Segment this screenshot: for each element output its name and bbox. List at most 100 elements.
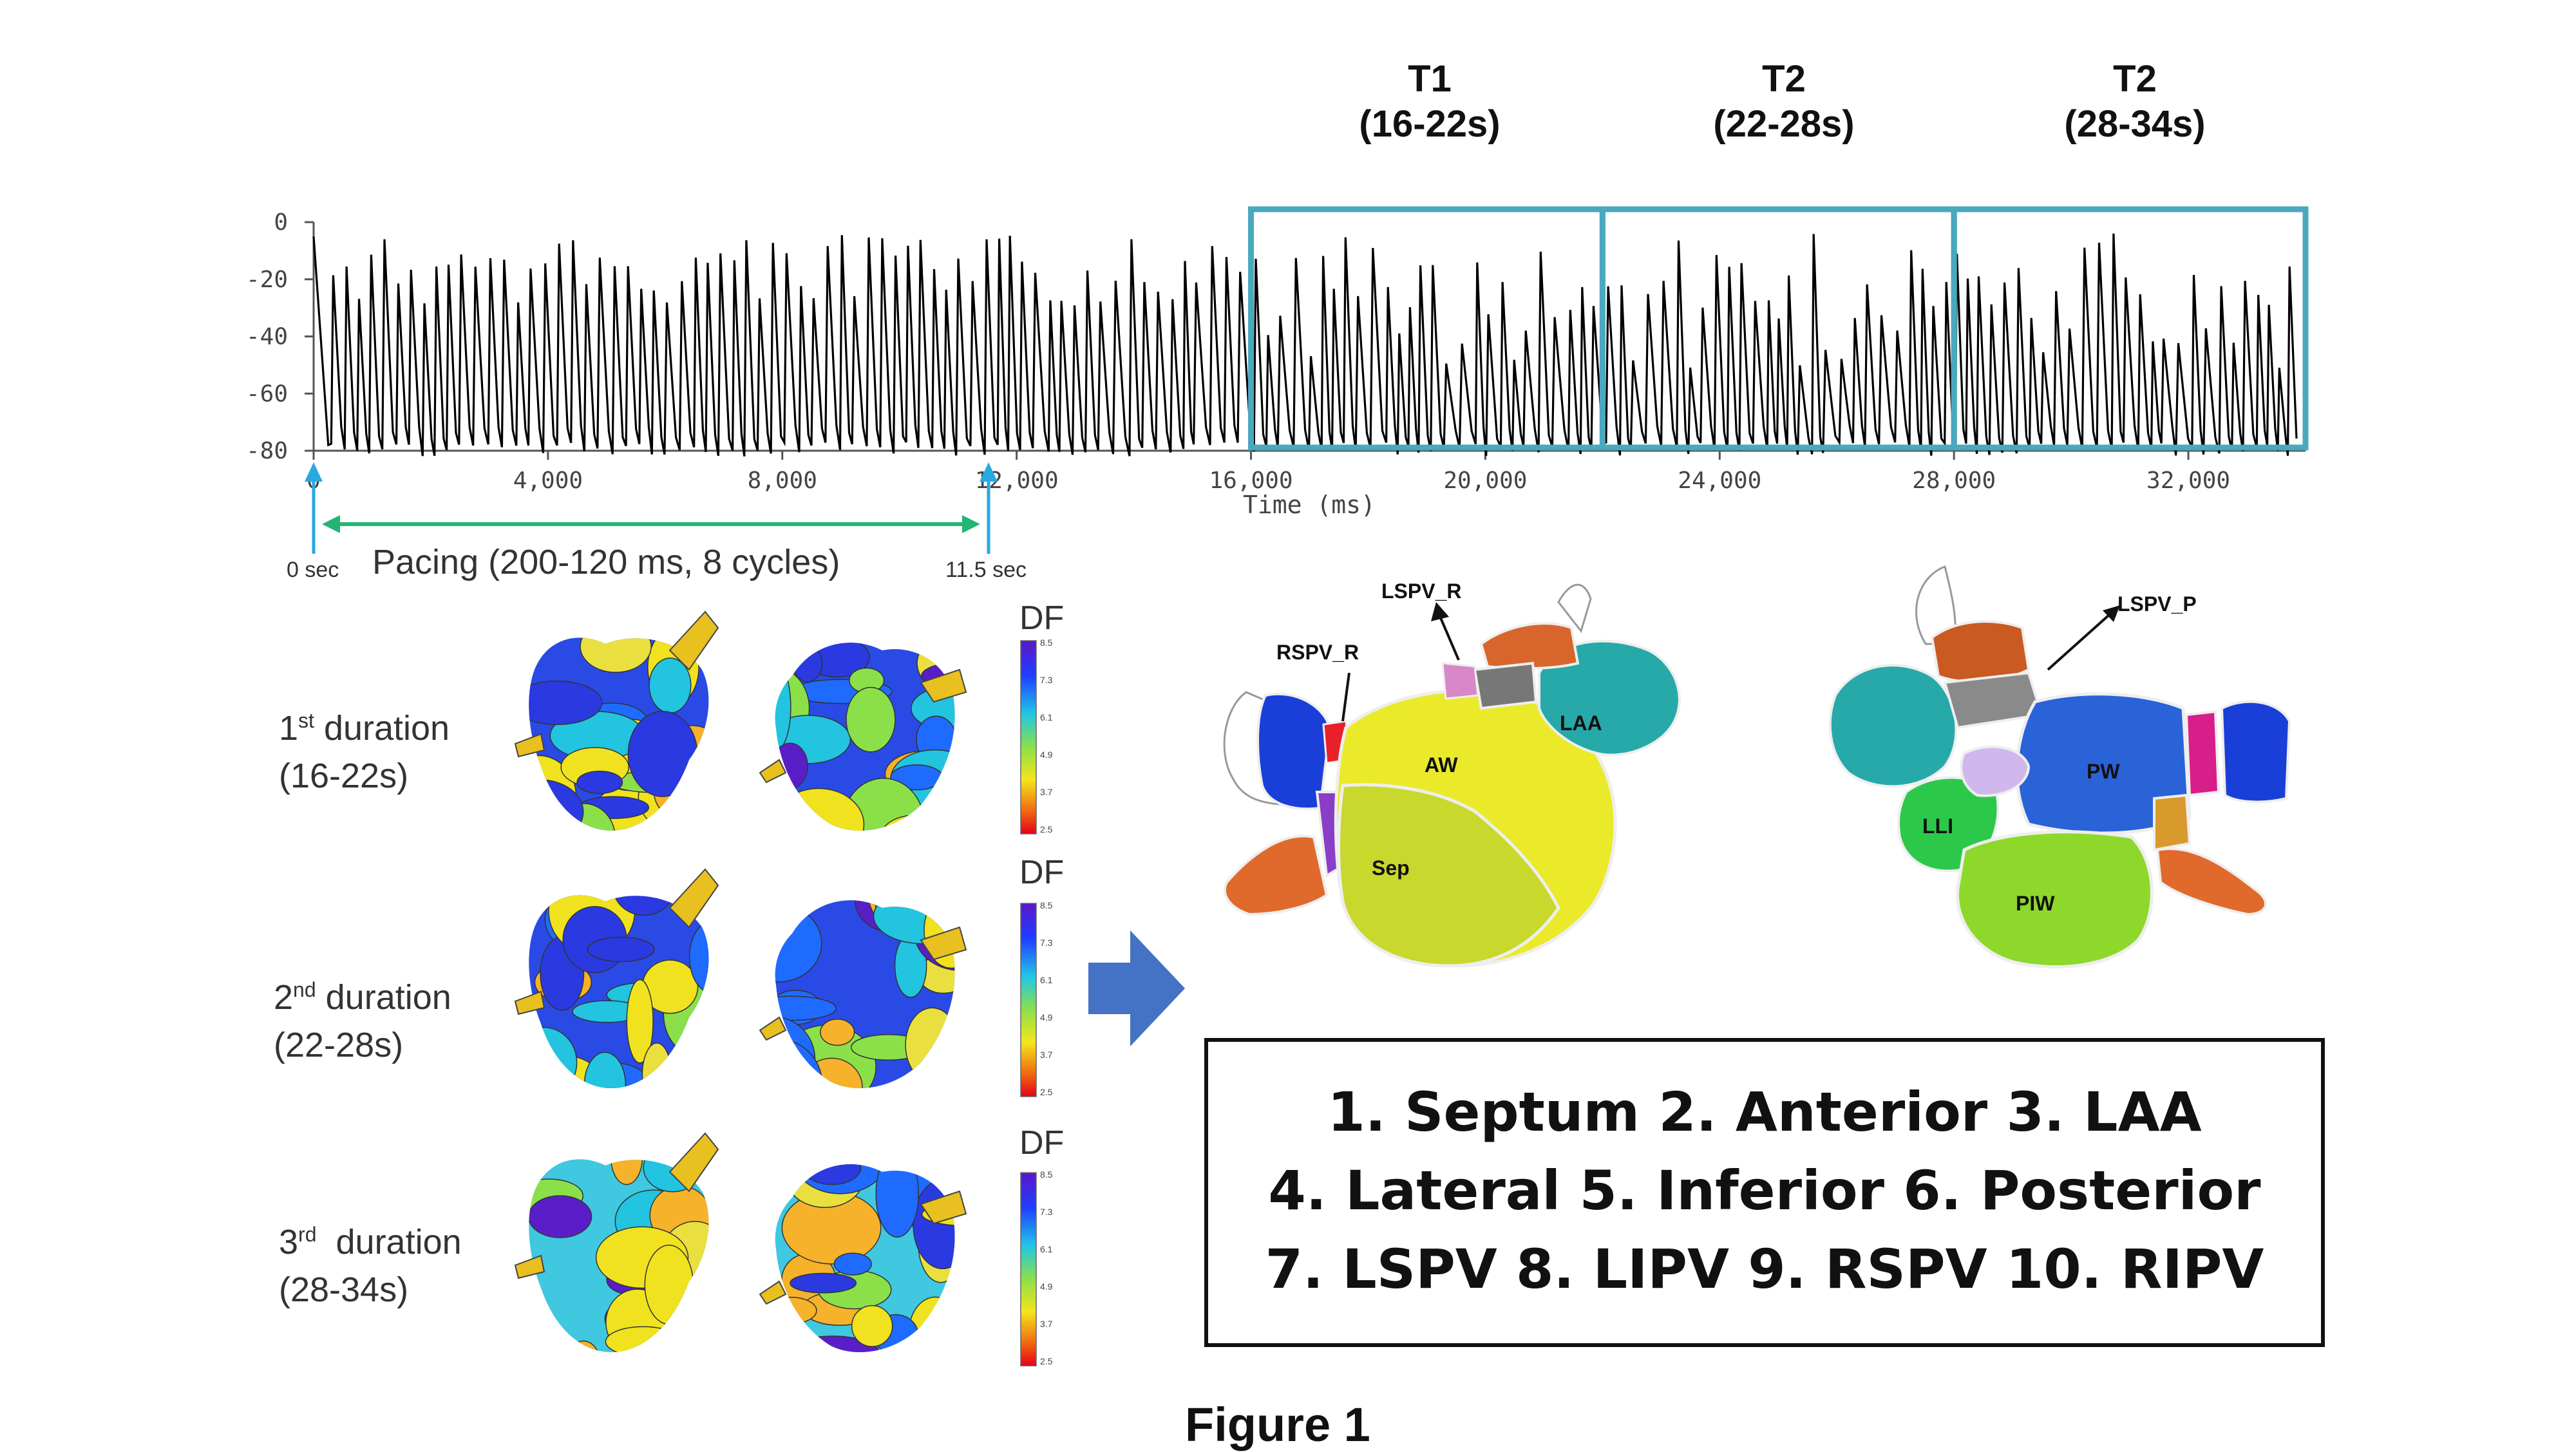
df-map-patch	[916, 784, 955, 831]
window-t2-title: T2 (22-28s)	[1713, 58, 1855, 145]
df-map-patch	[576, 770, 623, 795]
region-rspv-magenta	[2184, 710, 2221, 797]
df-map-patch	[529, 1026, 578, 1088]
df-heart-map	[759, 900, 967, 1088]
df-map-patch	[775, 995, 837, 1021]
y-tick-label: -60	[246, 381, 288, 407]
x-tick-label: 4,000	[513, 467, 583, 494]
df-map-patch	[908, 1296, 955, 1352]
region-rspv-blue-posterior	[2220, 700, 2291, 804]
y-tick-label: 0	[274, 209, 288, 236]
df-map-patch	[641, 1042, 672, 1088]
df-map-patch	[846, 686, 896, 753]
lspv-p-pointer	[2047, 614, 2110, 671]
df-map-patch	[792, 645, 823, 683]
df-colorbar-tick-label: 6.1	[1040, 1244, 1053, 1254]
x-tick-label: 28,000	[1912, 467, 1996, 494]
time-window-box	[1951, 206, 2309, 451]
df-heart-map	[759, 1164, 967, 1352]
df-map-vein	[759, 759, 787, 784]
df-map-patch	[780, 809, 820, 831]
df-heart-map	[514, 868, 770, 1111]
df-colorbar-tick-label: 2.5	[1040, 1356, 1053, 1366]
region-lspv-gray	[1473, 661, 1538, 710]
df-colorbar-tick-label: 3.7	[1040, 787, 1053, 797]
df-map-patch	[690, 1267, 709, 1311]
region-ripv-tan	[2153, 793, 2192, 852]
df-map-patch	[790, 1272, 857, 1294]
df-map-patch	[775, 787, 865, 831]
y-tick-label: -80	[246, 438, 288, 464]
region-lipv-lavender	[1960, 745, 2031, 797]
df-map-patch	[626, 979, 654, 1064]
df-colorbar-tick-label: 3.7	[1040, 1050, 1053, 1060]
label-lspv-r: LSPV_R	[1381, 580, 1462, 603]
df-map-patch	[587, 936, 655, 963]
df-colorbar	[1020, 1172, 1037, 1366]
df-map-vein	[920, 926, 967, 961]
pacing-label: Pacing (200-120 ms, 8 cycles)	[372, 543, 840, 581]
y-tick-label: -40	[246, 324, 288, 350]
df-map-vein	[668, 1132, 719, 1193]
pacing-arrowhead-right	[962, 515, 980, 533]
df-colorbar-tick-label: 8.5	[1040, 900, 1053, 910]
df-map-patch	[610, 1159, 643, 1185]
df-heart-map	[514, 610, 719, 831]
df-map-patch	[775, 663, 791, 751]
region-lipv-pink	[1441, 662, 1479, 700]
label-piw: PIW	[2016, 892, 2055, 915]
df-map-patch	[529, 1195, 592, 1238]
df-row-1-label: 1st duration (16-22s)	[279, 709, 450, 795]
df-map-patch	[775, 1164, 819, 1191]
df-map-vein	[920, 1190, 967, 1225]
df-map-patch	[775, 900, 804, 920]
df-map-patch	[802, 1164, 862, 1185]
colorbar-2-title: DF	[1019, 854, 1065, 891]
df-colorbar-tick-label: 6.1	[1040, 975, 1053, 985]
y-ticks: 0 -20 -40 -60 -80	[246, 209, 314, 464]
label-rspv-r: RSPV_R	[1276, 641, 1359, 664]
df-map-patch	[820, 1019, 855, 1046]
label-lspv-p: LSPV_P	[2117, 592, 2197, 616]
label-aw: AW	[1425, 753, 1458, 777]
action-potential-trace	[312, 233, 2298, 457]
region-laa-teal-posterior	[1828, 664, 1958, 788]
df-map-patch	[644, 1245, 694, 1325]
label-lli: LLI	[1922, 815, 1953, 838]
df-colorbar-tick-label: 8.5	[1040, 637, 1053, 648]
df-map-patch	[566, 1340, 601, 1352]
df-map-patch	[670, 1088, 770, 1111]
df-map-patch	[851, 1305, 893, 1347]
big-right-arrow	[1088, 930, 1185, 1046]
pacing-annotation	[305, 462, 998, 554]
df-colorbar-tick-label: 7.3	[1040, 675, 1053, 685]
region-piw-green	[1956, 830, 2154, 969]
df-colorbar-tick-label: 2.5	[1040, 1087, 1053, 1097]
df-map-patch	[800, 1057, 863, 1088]
region-rspv-blue	[1256, 692, 1332, 811]
df-map-vein	[514, 1254, 545, 1279]
df-map-vein	[514, 990, 545, 1015]
df-map-vein	[759, 1280, 787, 1305]
label-laa: LAA	[1560, 712, 1602, 735]
df-map-patch	[529, 779, 584, 831]
df-map-vein	[514, 733, 545, 758]
label-sep: Sep	[1372, 856, 1410, 880]
df-colorbar-tick-label: 7.3	[1040, 938, 1053, 948]
df-map-vein	[668, 868, 719, 929]
df-heart-map	[759, 643, 967, 831]
pacing-arrowhead-left	[322, 515, 340, 533]
df-map-patch	[529, 680, 603, 725]
df-row-3-label: 3rd duration (28-34s)	[279, 1223, 462, 1309]
end-marker-label: 11.5 sec	[945, 558, 1027, 582]
df-map-patch	[775, 1038, 823, 1088]
df-row-2-label: 2nd duration (22-28s)	[274, 978, 451, 1064]
df-map-patch	[775, 1069, 797, 1088]
df-colorbar-tick-label: 6.1	[1040, 712, 1053, 722]
x-tick-label: 32,000	[2146, 467, 2230, 494]
df-map-patch	[679, 1333, 709, 1352]
region-sep-yellowgreen	[1337, 783, 1560, 968]
df-map-patch	[881, 815, 952, 831]
x-tick-label: 8,000	[748, 467, 817, 494]
figure-label: Figure 1	[1185, 1398, 1370, 1451]
